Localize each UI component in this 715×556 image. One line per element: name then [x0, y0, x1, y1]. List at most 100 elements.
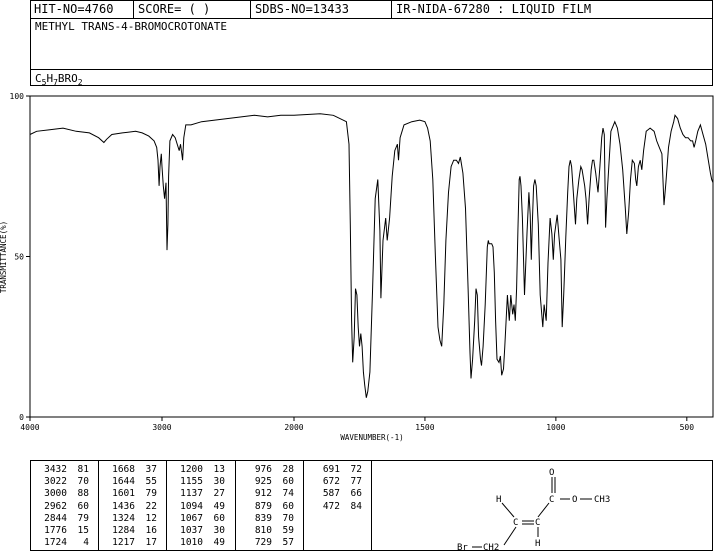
peak-wavenumber: 2962 [44, 500, 67, 512]
peak-row: 976 28 [236, 464, 303, 476]
peak-wavenumber: 3022 [44, 476, 67, 488]
atom-c-right: C [535, 518, 540, 528]
peak-transmittance: 81 [77, 464, 89, 475]
peak-wavenumber: 976 [254, 464, 272, 475]
molecular-formula: C5H7BRO2 [35, 72, 83, 88]
header-top-row [30, 0, 713, 19]
peak-transmittance: 72 [350, 464, 362, 475]
atom-h-top: H [496, 495, 501, 505]
sdbs-number: SDBS-NO=13433 [251, 0, 392, 19]
peak-wavenumber: 1217 [112, 537, 135, 549]
peak-wavenumber: 729 [254, 537, 272, 549]
peak-row: 925 60 [236, 476, 303, 488]
peak-column: 691 72 672 77 587 66 472 84 [304, 461, 371, 550]
peak-wavenumber: 925 [254, 476, 272, 488]
peak-wavenumber: 1284 [112, 525, 135, 537]
peak-wavenumber: 912 [254, 488, 272, 500]
peak-transmittance: 30 [213, 525, 225, 537]
peak-wavenumber: 472 [322, 500, 340, 512]
peak-row: 587 66 [304, 488, 371, 500]
atom-ch2: CH2 [483, 543, 499, 552]
peak-transmittance: 88 [77, 488, 89, 500]
peak-wavenumber: 1601 [112, 488, 135, 500]
y-tick-label: 50 [14, 253, 24, 262]
peak-transmittance: 57 [282, 537, 294, 549]
peak-row: 1094 49 [167, 501, 235, 513]
peak-wavenumber: 1644 [112, 476, 135, 488]
peak-transmittance: 74 [282, 488, 294, 500]
peak-row: 1155 30 [167, 476, 235, 488]
peak-row: 2962 60 [31, 501, 98, 513]
peak-row: 1644 55 [99, 476, 166, 488]
c-ch2-bond [503, 526, 517, 546]
peak-row: 472 84 [304, 501, 371, 513]
peak-row: 1067 60 [167, 513, 235, 525]
peak-transmittance: 22 [145, 500, 157, 512]
peak-wavenumber: 1200 [180, 464, 203, 475]
peak-wavenumber: 839 [254, 512, 272, 524]
peak-transmittance: 28 [282, 464, 294, 475]
x-tick-label: 1500 [415, 423, 434, 432]
peak-wavenumber: 672 [322, 476, 340, 488]
peak-row: 1137 27 [167, 488, 235, 500]
hit-number: HIT-NO=4760 [30, 0, 134, 19]
x-tick-label: 500 [680, 423, 695, 432]
peak-transmittance: 27 [213, 488, 225, 500]
peak-wavenumber: 2844 [44, 512, 67, 524]
peak-transmittance: 77 [350, 476, 362, 488]
atom-h-bottom: H [535, 539, 540, 549]
atom-ch3: CH3 [594, 495, 610, 505]
peak-row: 672 77 [304, 476, 371, 488]
peak-transmittance: 55 [145, 476, 157, 488]
peak-column: 1200 13 1155 30 1137 27 1094 49 1067 60 1037 30 1010… [167, 461, 236, 550]
peak-column: 976 28 925 60 912 74 879 60 839 70 810 59 729 57 [236, 461, 304, 550]
peak-row: 1724 4 [31, 537, 98, 549]
peak-wavenumber: 1094 [180, 500, 203, 512]
atom-c-carbonyl: C [549, 495, 554, 505]
peak-wavenumber: 1324 [112, 512, 135, 524]
peak-transmittance: 60 [213, 512, 225, 524]
header-formula-row [30, 69, 713, 86]
peak-row: 1324 12 [99, 513, 166, 525]
spectrum-header: HIT-NO=4760 SCORE= ( ) SDBS-NO=13433 IR-… [30, 0, 713, 87]
peak-row: 1668 37 [99, 464, 166, 476]
peak-column: 3432 81 3022 70 3000 88 2962 60 2844 79 1776 15 1724… [31, 461, 99, 550]
peak-transmittance: 49 [213, 537, 225, 549]
peak-transmittance: 49 [213, 500, 225, 512]
peak-transmittance: 60 [77, 500, 89, 512]
peak-transmittance: 79 [77, 512, 89, 524]
peak-row: 3000 88 [31, 488, 98, 500]
x-tick-label: 1000 [546, 423, 565, 432]
peak-transmittance: 13 [213, 464, 225, 475]
peak-transmittance: 59 [282, 525, 294, 537]
peak-transmittance: 70 [77, 476, 89, 488]
x-tick-label: 3000 [152, 423, 171, 432]
peak-row: 879 60 [236, 501, 303, 513]
peak-table: 3432 81 3022 70 3000 88 2962 60 2844 79 1776 15 1724… [30, 460, 372, 551]
peak-transmittance: 16 [145, 525, 157, 537]
structure-panel: O C O CH3 H C C H Br CH2 [372, 460, 713, 553]
y-tick-label: 0 [19, 413, 24, 422]
peak-row: 1284 16 [99, 525, 166, 537]
peak-transmittance: 84 [350, 500, 362, 512]
peak-wavenumber: 1436 [112, 500, 135, 512]
c-c-bond [537, 502, 550, 518]
peak-wavenumber: 1155 [180, 476, 203, 488]
peak-row: 729 57 [236, 537, 303, 549]
atom-br: Br [457, 543, 468, 552]
peak-wavenumber: 1724 [44, 537, 67, 549]
peak-row: 1436 22 [99, 501, 166, 513]
molecular-structure: O C O CH3 H C C H Br CH2 [457, 468, 610, 553]
atom-o-top: O [549, 468, 554, 478]
x-tick-label: 2000 [284, 423, 303, 432]
peak-row: 691 72 [304, 464, 371, 476]
peak-row: 839 70 [236, 513, 303, 525]
peak-wavenumber: 1067 [180, 512, 203, 524]
score: SCORE= ( ) [134, 0, 251, 19]
peak-transmittance: 30 [213, 476, 225, 488]
peak-row: 1200 13 [167, 464, 235, 476]
peak-transmittance: 60 [282, 476, 294, 488]
peak-row: 3432 81 [31, 464, 98, 476]
peak-wavenumber: 810 [254, 525, 272, 537]
peak-row: 2844 79 [31, 513, 98, 525]
